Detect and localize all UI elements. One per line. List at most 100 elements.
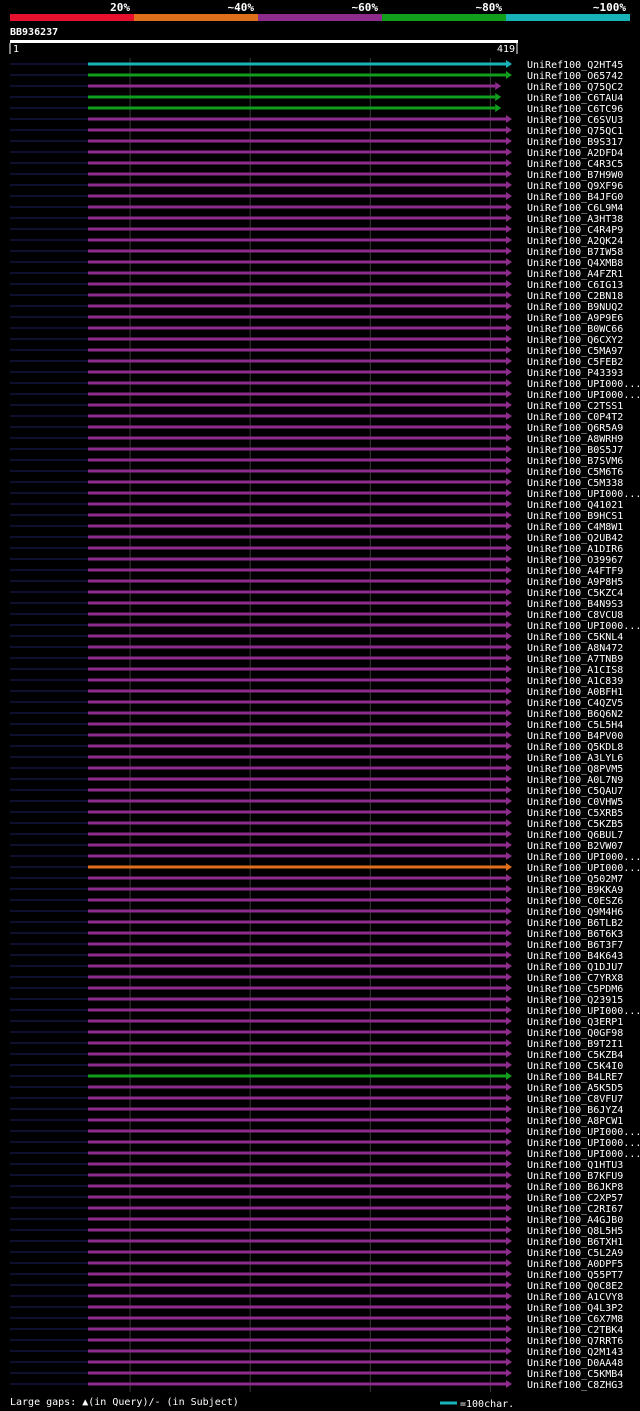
hit-row[interactable]: UniRef100_A2DFD4 [10, 148, 623, 159]
hit-label[interactable]: UniRef100_A2DFD4 [527, 148, 623, 159]
hit-row[interactable]: UniRef100_Q9M4H6 [10, 907, 623, 918]
hit-label[interactable]: UniRef100_B2VW07 [527, 841, 623, 852]
hit-label[interactable]: UniRef100_B9NUQ2 [527, 302, 623, 313]
hit-row[interactable]: UniRef100_Q6R5A9 [10, 423, 623, 434]
hit-row[interactable]: UniRef100_Q8L5H5 [10, 1226, 623, 1237]
hit-row[interactable]: UniRef100_C0P4T2 [10, 412, 623, 423]
hit-label[interactable]: UniRef100_Q6CXY2 [527, 335, 623, 346]
hit-label[interactable]: UniRef100_Q6R5A9 [527, 423, 623, 434]
hit-row[interactable]: UniRef100_C5L2A9 [10, 1248, 623, 1259]
hit-label[interactable]: UniRef100_C5K4I0 [527, 1061, 623, 1072]
hit-label[interactable]: UniRef100_C0ESZ6 [527, 896, 623, 907]
hit-row[interactable]: UniRef100_Q8PVM5 [10, 764, 623, 775]
hit-row[interactable]: UniRef100_Q55PT7 [10, 1270, 623, 1281]
hit-label[interactable]: UniRef100_A2QK24 [527, 236, 623, 247]
hit-label[interactable]: UniRef100_A8PCW1 [527, 1116, 623, 1127]
hit-label[interactable]: UniRef100_A3LYL6 [527, 753, 623, 764]
hit-label[interactable]: UniRef100_UPI000... [527, 852, 640, 863]
hit-label[interactable]: UniRef100_Q7RRT6 [527, 1336, 623, 1347]
hit-label[interactable]: UniRef100_B7IW58 [527, 247, 623, 258]
hit-label[interactable]: UniRef100_D0AA48 [527, 1358, 623, 1369]
hit-row[interactable]: UniRef100_A0BFH1 [10, 687, 623, 698]
hit-row[interactable]: UniRef100_B4LRE7 [10, 1072, 623, 1083]
hit-label[interactable]: UniRef100_C2BN18 [527, 291, 623, 302]
hit-row[interactable]: UniRef100_UPI000... [10, 1127, 640, 1138]
hit-label[interactable]: UniRef100_Q55PT7 [527, 1270, 623, 1281]
hit-label[interactable]: UniRef100_C2TBK4 [527, 1325, 623, 1336]
hit-label[interactable]: UniRef100_UPI000... [527, 863, 640, 874]
hit-label[interactable]: UniRef100_C5KZB4 [527, 1050, 623, 1061]
hit-label[interactable]: UniRef100_B4PV00 [527, 731, 623, 742]
hit-row[interactable]: UniRef100_UPI000... [10, 863, 640, 874]
hit-row[interactable]: UniRef100_C5K4I0 [10, 1061, 623, 1072]
hit-row[interactable]: UniRef100_B7IW58 [10, 247, 623, 258]
hit-label[interactable]: UniRef100_P43393 [527, 368, 623, 379]
hit-label[interactable]: UniRef100_B6JYZ4 [527, 1105, 623, 1116]
hit-row[interactable]: UniRef100_Q4L3P2 [10, 1303, 623, 1314]
hit-label[interactable]: UniRef100_UPI000... [527, 1127, 640, 1138]
hit-row[interactable]: UniRef100_C2RI67 [10, 1204, 623, 1215]
hit-row[interactable]: UniRef100_C5KZC4 [10, 588, 623, 599]
hit-row[interactable]: UniRef100_C5KZB5 [10, 819, 623, 830]
hit-row[interactable]: UniRef100_A7TNB9 [10, 654, 623, 665]
hit-row[interactable]: UniRef100_UPI000... [10, 489, 640, 500]
hit-label[interactable]: UniRef100_C5L5H4 [527, 720, 623, 731]
hit-label[interactable]: UniRef100_UPI000... [527, 1149, 640, 1160]
hit-label[interactable]: UniRef100_Q8L5H5 [527, 1226, 623, 1237]
hit-label[interactable]: UniRef100_Q4L3P2 [527, 1303, 623, 1314]
hit-label[interactable]: UniRef100_A4FZR1 [527, 269, 623, 280]
hit-row[interactable]: UniRef100_B7SVM6 [10, 456, 623, 467]
hit-label[interactable]: UniRef100_UPI000... [527, 1138, 640, 1149]
hit-label[interactable]: UniRef100_C0P4T2 [527, 412, 623, 423]
hit-label[interactable]: UniRef100_B6Q6N2 [527, 709, 623, 720]
hit-label[interactable]: UniRef100_C5M338 [527, 478, 623, 489]
hit-label[interactable]: UniRef100_Q23915 [527, 995, 623, 1006]
hit-row[interactable]: UniRef100_UPI000... [10, 852, 640, 863]
hit-label[interactable]: UniRef100_Q0GF98 [527, 1028, 623, 1039]
hit-row[interactable]: UniRef100_B9HCS1 [10, 511, 623, 522]
hit-label[interactable]: UniRef100_A8N472 [527, 643, 623, 654]
hit-row[interactable]: UniRef100_Q41021 [10, 500, 623, 511]
hit-row[interactable]: UniRef100_Q7RRT6 [10, 1336, 623, 1347]
hit-row[interactable]: UniRef100_A0L7N9 [10, 775, 623, 786]
hit-label[interactable]: UniRef100_Q9M4H6 [527, 907, 623, 918]
hit-label[interactable]: UniRef100_A5K5D5 [527, 1083, 623, 1094]
hit-row[interactable]: UniRef100_C6L9M4 [10, 203, 623, 214]
hit-row[interactable]: UniRef100_C5FEB2 [10, 357, 623, 368]
hit-label[interactable]: UniRef100_B6TXH1 [527, 1237, 623, 1248]
hit-row[interactable]: UniRef100_A3HT38 [10, 214, 623, 225]
hit-label[interactable]: UniRef100_C5QAU7 [527, 786, 623, 797]
hit-label[interactable]: UniRef100_Q2UB42 [527, 533, 623, 544]
hit-row[interactable]: UniRef100_C5KNL4 [10, 632, 623, 643]
hit-row[interactable]: UniRef100_O39967 [10, 555, 623, 566]
hit-row[interactable]: UniRef100_Q0C8E2 [10, 1281, 623, 1292]
hit-label[interactable]: UniRef100_A4FTF9 [527, 566, 623, 577]
hit-label[interactable]: UniRef100_C5XRB5 [527, 808, 623, 819]
hit-label[interactable]: UniRef100_B4K643 [527, 951, 623, 962]
hit-label[interactable]: UniRef100_O65742 [527, 71, 623, 82]
hit-row[interactable]: UniRef100_D0AA48 [10, 1358, 623, 1369]
hit-row[interactable]: UniRef100_Q6CXY2 [10, 335, 623, 346]
hit-label[interactable]: UniRef100_B4LRE7 [527, 1072, 623, 1083]
hit-row[interactable]: UniRef100_C0ESZ6 [10, 896, 623, 907]
hit-row[interactable]: UniRef100_A1C839 [10, 676, 623, 687]
hit-row[interactable]: UniRef100_C4M8W1 [10, 522, 623, 533]
hit-row[interactable]: UniRef100_UPI000... [10, 379, 640, 390]
hit-row[interactable]: UniRef100_C5PDM6 [10, 984, 623, 995]
hit-row[interactable]: UniRef100_A3LYL6 [10, 753, 623, 764]
hit-row[interactable]: UniRef100_C2TSS1 [10, 401, 623, 412]
hit-row[interactable]: UniRef100_B4PV00 [10, 731, 623, 742]
hit-label[interactable]: UniRef100_Q3ERP1 [527, 1017, 623, 1028]
hit-row[interactable]: UniRef100_C4R4P9 [10, 225, 623, 236]
hit-row[interactable]: UniRef100_O65742 [10, 71, 623, 82]
hit-row[interactable]: UniRef100_Q2M143 [10, 1347, 623, 1358]
hit-label[interactable]: UniRef100_A9P8H5 [527, 577, 623, 588]
hit-label[interactable]: UniRef100_UPI000... [527, 1006, 640, 1017]
hit-row[interactable]: UniRef100_C5KZB4 [10, 1050, 623, 1061]
hit-label[interactable]: UniRef100_C0VHW5 [527, 797, 623, 808]
hit-label[interactable]: UniRef100_A4GJB0 [527, 1215, 623, 1226]
hit-row[interactable]: UniRef100_B6T6K3 [10, 929, 623, 940]
hit-label[interactable]: UniRef100_C5PDM6 [527, 984, 623, 995]
hit-label[interactable]: UniRef100_C8VCU8 [527, 610, 623, 621]
hit-row[interactable]: UniRef100_A4FTF9 [10, 566, 623, 577]
